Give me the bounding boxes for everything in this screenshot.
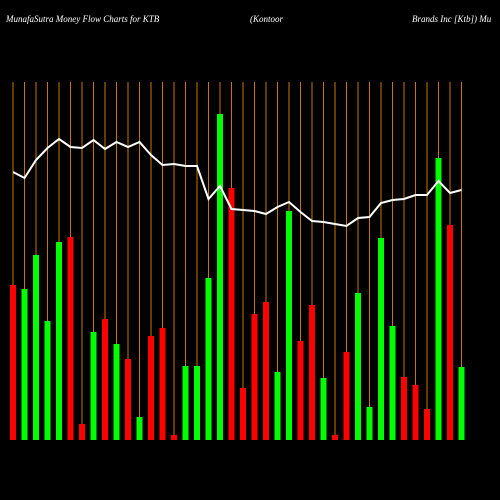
bar	[113, 344, 120, 440]
bar	[274, 372, 281, 440]
bar	[458, 367, 465, 440]
bar	[355, 293, 361, 440]
bar	[412, 385, 419, 440]
bar	[366, 407, 373, 440]
money-flow-line	[12, 137, 462, 228]
bar	[79, 424, 85, 440]
bar	[148, 336, 154, 440]
bar	[309, 305, 315, 440]
bar	[401, 377, 407, 440]
bar	[389, 326, 396, 440]
bar	[171, 435, 177, 440]
bar	[447, 225, 453, 440]
chart-title: MunafaSutra Money Flow Charts for KTB	[5, 14, 160, 24]
bar	[33, 255, 39, 440]
bar	[194, 366, 200, 440]
bar	[286, 211, 292, 440]
bar	[217, 114, 223, 440]
bar	[125, 359, 131, 440]
bar	[343, 352, 350, 440]
bar	[378, 238, 384, 440]
bar	[136, 417, 143, 440]
bar	[159, 328, 166, 440]
bar	[297, 341, 304, 440]
bar	[228, 188, 235, 440]
bar	[56, 242, 62, 440]
bar	[67, 237, 74, 440]
bar	[10, 285, 16, 440]
bar	[435, 158, 442, 440]
bar	[240, 388, 246, 440]
bar	[332, 435, 338, 440]
bar	[182, 366, 189, 440]
bar	[102, 319, 108, 440]
bar	[21, 289, 28, 440]
bar	[320, 378, 327, 440]
bar	[205, 278, 212, 440]
chart-title-name: Brands Inc [Ktb]) Mu	[412, 14, 492, 24]
bar	[251, 314, 258, 440]
bar	[44, 321, 51, 440]
bar	[424, 409, 430, 440]
bar	[90, 332, 97, 440]
bar	[263, 302, 269, 440]
chart-title-company: (Kontoor	[250, 14, 284, 24]
